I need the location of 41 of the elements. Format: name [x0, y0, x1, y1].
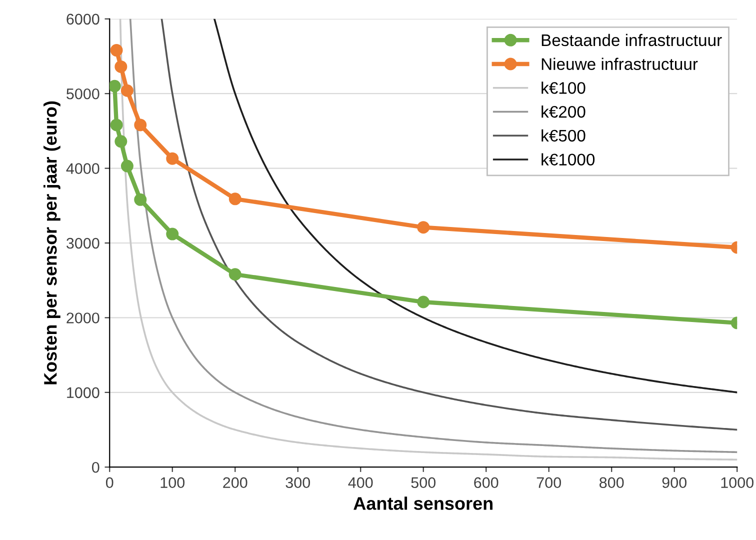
point	[417, 296, 430, 308]
y-tick-label: 6000	[66, 14, 100, 25]
x-tick-label: 1000	[721, 477, 754, 488]
legend-label: k€1000	[542, 153, 595, 166]
legend-label: Bestaande infrastructuur	[542, 34, 722, 46]
point	[166, 152, 179, 165]
x-tick-label: 400	[348, 477, 373, 488]
point	[120, 160, 134, 172]
point	[110, 80, 121, 92]
legend-label: k€500	[542, 129, 586, 142]
point	[114, 60, 128, 73]
x-axis-title: Aantal sensoren	[354, 496, 492, 510]
y-tick-label: 1000	[67, 387, 100, 398]
x-tick-label: 600	[474, 477, 498, 488]
y-tick-label: 4000	[66, 163, 100, 174]
x-tick-label: 900	[662, 477, 686, 488]
point	[417, 221, 430, 234]
x-tick-label: 800	[600, 477, 624, 488]
point	[114, 135, 128, 148]
x-tick-label: 100	[160, 477, 185, 488]
point	[134, 118, 147, 132]
legend-label: Nieuwe infrastructuur	[542, 58, 698, 70]
y-tick-label: 0	[92, 462, 100, 473]
x-tick-label: 500	[411, 477, 436, 488]
x-tick-label: 300	[286, 477, 310, 488]
x-tick-label: 200	[223, 477, 248, 488]
point	[110, 118, 123, 132]
point	[228, 192, 242, 206]
y-axis-title: Kosten per sensor per jaar (euro)	[44, 101, 60, 384]
legend-label: k€100	[542, 82, 586, 94]
point	[120, 84, 134, 97]
point	[166, 228, 179, 240]
y-tick-label: 2000	[66, 312, 100, 324]
x-tick-label: 0	[106, 477, 114, 488]
x-tick-label: 700	[536, 477, 562, 488]
y-tick-label: 5000	[66, 88, 100, 100]
point	[134, 193, 147, 206]
y-tick-label: 3000	[66, 238, 100, 249]
point	[110, 44, 123, 57]
legend-label: k€200	[542, 106, 586, 118]
point	[228, 268, 242, 281]
